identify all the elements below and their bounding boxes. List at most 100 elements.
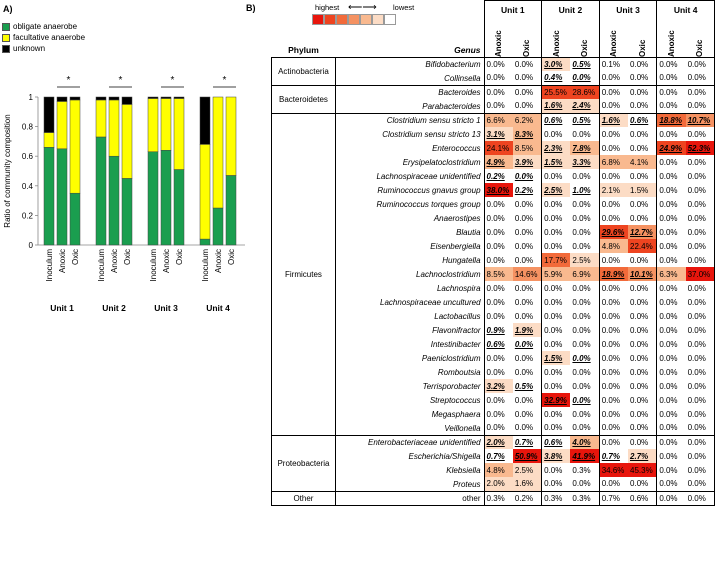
group-label: Unit 2 [102, 303, 126, 313]
value-cell: 0.0% [541, 421, 571, 435]
y-tick-label: 0.4 [22, 182, 34, 191]
value-cell: 0.0% [598, 127, 629, 141]
value-cell: 0.0% [570, 337, 600, 351]
value-cell: 0.0% [598, 295, 629, 309]
scale-swatch [360, 14, 372, 25]
value-cell: 0.0% [685, 211, 715, 225]
value-cell: 0.0% [685, 253, 715, 267]
legend-swatch [2, 22, 10, 31]
bar-unknown [147, 96, 159, 99]
value-cell: 0.0% [656, 225, 686, 239]
value-cell: 2.1% [598, 183, 629, 197]
bar-facultative [160, 98, 172, 151]
value-cell: 0.0% [685, 239, 715, 253]
y-tick-label: 0 [29, 241, 34, 250]
value-cell: 0.0% [483, 421, 513, 435]
value-cell: 0.7% [512, 434, 543, 449]
value-cell: 1.6% [512, 477, 543, 491]
value-cell: 0.0% [512, 211, 543, 225]
value-cell: 0.7% [598, 490, 629, 506]
value-cell: 1.5% [541, 155, 571, 169]
value-cell: 0.0% [656, 183, 686, 197]
value-cell: 0.3% [570, 490, 600, 506]
value-cell: 0.0% [656, 169, 686, 183]
genus-cell: Clostridium sensu stricto 13 [382, 129, 481, 139]
value-cell: 0.0% [570, 323, 600, 337]
value-cell: 24.9% [656, 141, 686, 155]
value-cell: 0.0% [656, 434, 686, 449]
value-cell: 3.1% [483, 127, 513, 141]
value-cell: 0.0% [656, 295, 686, 309]
legend-label: facultative anaerobe [13, 33, 86, 42]
value-cell: 0.0% [685, 490, 715, 506]
value-cell: 0.0% [628, 99, 658, 113]
significance-marker: * [119, 75, 123, 86]
genus-cell: Romboutsia [437, 367, 481, 377]
value-cell: 0.0% [628, 393, 658, 407]
condition-label: Anoxic [609, 29, 619, 57]
value-cell: 22.4% [628, 239, 658, 253]
unit-2-header: Unit 2 [541, 0, 600, 21]
value-cell: 0.6% [628, 490, 658, 506]
value-cell: 3.3% [570, 155, 600, 169]
condition-header: Anoxic [656, 20, 686, 57]
scale-swatch [384, 14, 396, 25]
value-cell: 2.3% [541, 141, 571, 155]
value-cell: 0.0% [598, 211, 629, 225]
value-cell: 2.4% [570, 99, 600, 113]
bar-unknown [56, 96, 68, 102]
genus-cell: Escherichia/Shigella [408, 451, 481, 461]
value-cell: 0.0% [656, 127, 686, 141]
value-cell: 0.0% [685, 169, 715, 183]
value-cell: 0.0% [541, 309, 571, 323]
table-row: Lachnospira 0.0% 0.0% 0.0% 0.0% 0.0% 0.0% 0.0% 0… [272, 281, 715, 295]
genus-cell: Lachnospiraceae uncultured [380, 297, 481, 307]
value-cell: 0.0% [628, 309, 658, 323]
bar-obligate [160, 150, 172, 246]
value-cell: 0.0% [628, 477, 658, 491]
value-cell: 4.8% [598, 239, 629, 253]
genus-cell: Enterococcus [432, 143, 481, 153]
legend-label: obligate anaerobe [13, 22, 78, 31]
value-cell: 0.0% [656, 197, 686, 211]
table-row: Enterococcus 24.1% 8.5% 2.3% 7.8% 0.0% 0.0% 24.… [272, 141, 715, 155]
table-row: Hungatella 0.0% 0.0% 17.7% 2.5% 0.0% 0.0% 0.0% 0… [272, 253, 715, 267]
value-cell: 0.0% [541, 323, 571, 337]
value-cell: 0.0% [541, 407, 571, 421]
genus-cell: Clostridium sensu stricto 1 [335, 112, 485, 127]
legend-item: facultative anaerobe [2, 33, 85, 42]
value-cell: 0.0% [685, 71, 715, 85]
condition-label: Anoxic [666, 29, 676, 57]
value-cell: 0.0% [483, 407, 513, 421]
value-cell: 0.0% [598, 197, 629, 211]
panel-a-label: A) [3, 4, 13, 14]
value-cell: 0.0% [685, 56, 715, 71]
bar-facultative [56, 101, 68, 150]
table-row: Proteus 2.0% 1.6% 0.0% 0.0% 0.0% 0.0% 0.0% 0.0% [272, 477, 715, 491]
value-cell: 0.2% [512, 183, 543, 197]
genus-header: Genus [454, 44, 481, 55]
value-cell: 0.0% [628, 379, 658, 393]
value-cell: 10.1% [628, 267, 658, 281]
value-cell: 28.6% [570, 84, 600, 99]
value-cell: 2.5% [512, 463, 543, 477]
phylum-header: Phylum [288, 44, 319, 55]
table-row: Escherichia/Shigella 0.7% 50.9% 3.8% 41.9% 0.… [272, 449, 715, 463]
value-cell: 0.0% [541, 169, 571, 183]
value-cell: 12.7% [628, 225, 658, 239]
value-cell: 0.0% [512, 99, 543, 113]
condition-header: Oxic [570, 20, 600, 57]
table-row: Flavonifractor 0.9% 1.9% 0.0% 0.0% 0.0% 0.0% 0.… [272, 323, 715, 337]
scale-swatch [348, 14, 360, 25]
genus-cell: Lachnospiraceae unidentified [376, 171, 481, 181]
table-row: Terrisporobacter 3.2% 0.5% 0.0% 0.0% 0.0% 0.0%… [272, 379, 715, 393]
table-row: Collinsella 0.0% 0.0% 0.4% 0.0% 0.0% 0.0% 0.0% 0… [272, 71, 715, 85]
table-row: Actinobacteria Bifidobacterium 0.0% 0.0% 3.0… [271, 56, 715, 86]
value-cell: 0.0% [570, 421, 600, 435]
genus-cell: Anaerostipes [433, 213, 481, 223]
value-cell: 50.9% [512, 449, 543, 463]
table-row: Parabacteroides 0.0% 0.0% 1.6% 2.4% 0.0% 0.0% 0… [272, 99, 715, 113]
condition-label: Oxic [695, 39, 705, 57]
condition-label: Oxic [522, 39, 532, 57]
value-cell: 0.0% [685, 183, 715, 197]
